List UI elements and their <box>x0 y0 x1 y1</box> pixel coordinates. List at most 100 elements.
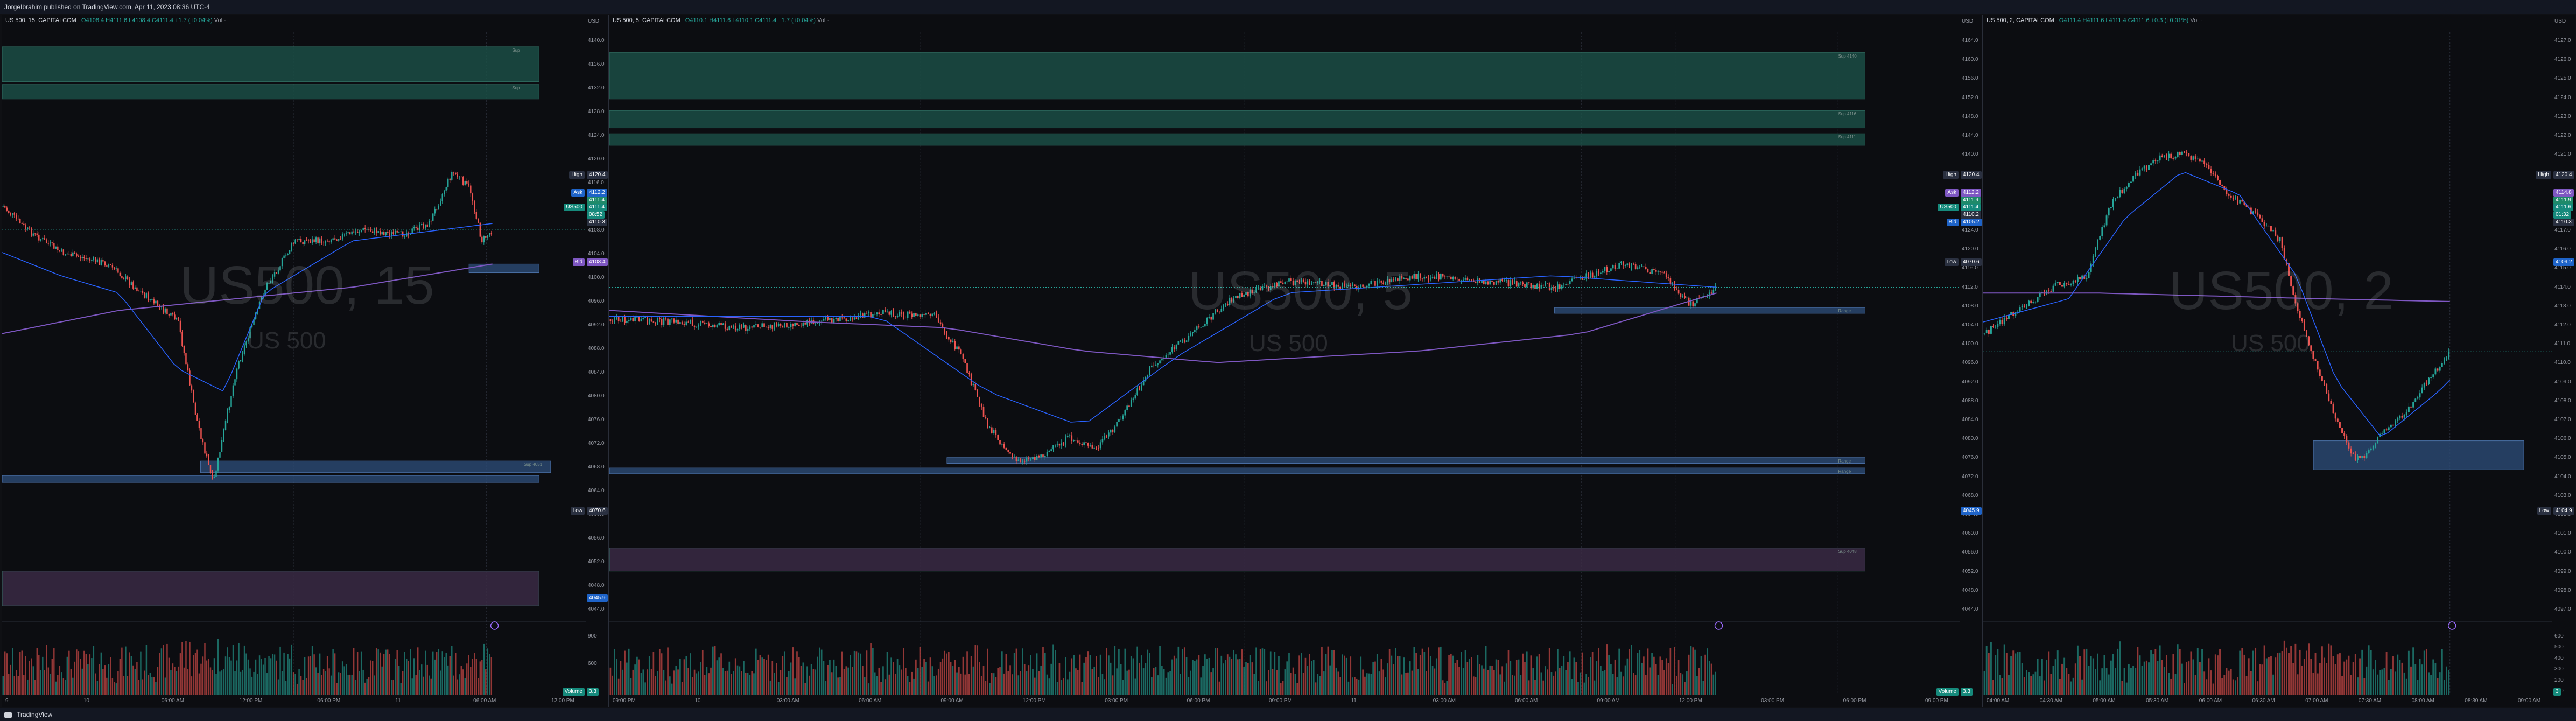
volume-bar <box>972 666 974 695</box>
replay-marker-icon <box>490 621 499 630</box>
x-axis-tick: 10 <box>694 698 701 704</box>
price-tag-value: 4105.2 <box>1961 219 1982 227</box>
candle-body <box>739 324 741 330</box>
candle-body <box>193 390 194 403</box>
candle-body <box>893 311 894 317</box>
candle-body <box>776 323 777 326</box>
volume-bar <box>810 664 812 695</box>
publisher-text: JorgeIbrahim published on TradingView.co… <box>4 3 210 11</box>
candle-body <box>1175 344 1177 350</box>
volume-bar <box>847 667 850 695</box>
candle-body <box>1450 276 1452 280</box>
candle-body <box>487 235 489 238</box>
y-axis-tick: 4107.0 <box>2554 417 2571 423</box>
volume-bar <box>383 654 385 695</box>
candle-body <box>927 313 929 314</box>
volume-bar <box>411 678 413 695</box>
volume-bar <box>701 650 704 695</box>
volume-bar <box>398 666 400 695</box>
volume-bar <box>1321 646 1323 695</box>
volume-bar <box>2188 661 2190 695</box>
candle-body <box>1036 456 1038 460</box>
volume-bar <box>1469 659 1470 695</box>
watermark-subtitle: US 500 <box>247 327 326 354</box>
volume-bar <box>1307 666 1309 695</box>
chart-pane-15m[interactable]: US 500, 15, CAPITALCOM O4108.4 H4111.6 L… <box>2 15 609 707</box>
volume-bar <box>485 669 487 695</box>
candle-body <box>1569 281 1571 284</box>
volume-bar <box>2214 654 2216 695</box>
chart-pane-2m[interactable]: US 500, 2, CAPITALCOM O4111.4 H4111.6 L4… <box>1983 15 2575 707</box>
y-axis-tick: 4116.0 <box>588 180 604 186</box>
volume-bar <box>829 660 831 695</box>
candle-body <box>1487 281 1489 285</box>
chart-pane-5m[interactable]: US 500, 5, CAPITALCOM O4110.1 H4111.6 L4… <box>609 15 1983 707</box>
volume-bar <box>1653 656 1655 695</box>
chart-canvas-15m[interactable] <box>2 15 608 707</box>
volume-bar <box>1061 680 1063 695</box>
candle-body <box>1091 445 1093 449</box>
volume-bar <box>878 667 880 695</box>
candle-body <box>145 293 148 298</box>
candle-body <box>104 261 106 266</box>
volume-bar <box>2255 647 2257 695</box>
volume-bar <box>40 670 42 695</box>
candle-body <box>919 314 921 317</box>
candle-body <box>291 243 292 250</box>
y-axis-tick: 4100.0 <box>588 275 605 281</box>
volume-bar <box>2034 671 2037 695</box>
candle-body <box>1380 280 1382 283</box>
candle-body <box>1606 267 1608 272</box>
candle-body <box>1581 277 1583 280</box>
volume-bar <box>2372 669 2374 695</box>
candle-body <box>1243 295 1245 297</box>
y-axis-tick: 4056.0 <box>588 535 605 541</box>
candle-body <box>479 222 481 237</box>
volume-bar <box>1298 655 1300 695</box>
candle-body <box>950 339 952 343</box>
volume-bar <box>661 653 663 695</box>
candle-body <box>1561 284 1563 289</box>
candle-body <box>745 325 747 331</box>
candle-body <box>230 396 232 408</box>
volume-bar <box>851 667 853 695</box>
candle-body <box>483 236 485 243</box>
volume-bar <box>294 674 296 695</box>
volume-bar <box>430 678 432 695</box>
x-axis-tick: 9 <box>5 698 9 704</box>
chart-canvas-5m[interactable] <box>609 15 1982 707</box>
candle-body <box>196 415 198 421</box>
volume-bar <box>134 669 136 695</box>
chart-canvas-2m[interactable] <box>1983 15 2575 707</box>
volume-bar <box>1073 655 1075 695</box>
volume-bar <box>612 675 614 695</box>
candle-body <box>264 289 266 297</box>
y-axis-tick: 4080.0 <box>1962 436 1978 442</box>
candle-body <box>1992 326 1995 328</box>
volume-bar <box>1048 678 1050 695</box>
candle-body <box>901 312 903 314</box>
volume-bar <box>1294 674 1296 695</box>
candle-body <box>1118 419 1120 422</box>
volume-bar <box>313 654 315 695</box>
volume-bar <box>2184 683 2185 695</box>
candle-body <box>317 237 319 244</box>
x-axis-tick: 12:00 PM <box>239 698 263 704</box>
candle-body <box>51 242 53 243</box>
volume-bar <box>2119 641 2121 695</box>
candle-body <box>466 181 468 184</box>
volume-bar <box>929 657 931 695</box>
candle-body <box>2306 331 2307 337</box>
volume-bar <box>2003 644 2005 695</box>
candle-body <box>132 282 134 289</box>
volume-bar <box>1026 671 1028 695</box>
chart-legend: US 500, 2, CAPITALCOM O4111.4 H4111.6 L4… <box>1987 17 2202 24</box>
candle-body <box>1634 264 1637 269</box>
candle-body <box>1325 282 1327 285</box>
volume-bar <box>1337 671 1339 695</box>
price-tag-label: High <box>2536 171 2551 179</box>
volume-bar <box>1507 650 1510 695</box>
volume-bar <box>170 670 172 695</box>
volume-bar <box>806 666 808 695</box>
volume-bar <box>2350 675 2352 695</box>
